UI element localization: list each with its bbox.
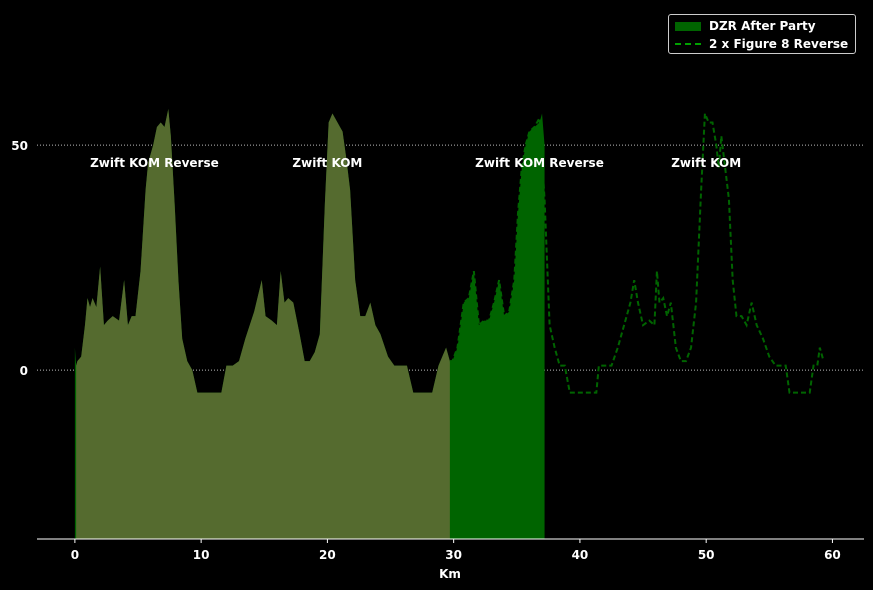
legend-label: DZR After Party (709, 19, 816, 33)
legend-item-dzr-after-party: DZR After Party (675, 17, 816, 35)
x-tick-label: 10 (193, 548, 210, 562)
x-axis-label: Km (439, 567, 461, 581)
segment-label: Zwift KOM (292, 156, 362, 170)
area-series (74, 109, 545, 539)
x-tick-label: 20 (319, 548, 336, 562)
x-tick-label: 30 (445, 548, 462, 562)
y-tick-label: 0 (20, 364, 28, 378)
line-figure-8-reverse (449, 113, 825, 394)
segment-labels: Zwift KOM Reverse Zwift KOM Zwift KOM Reve… (90, 156, 741, 170)
x-tick-label: 40 (572, 548, 589, 562)
x-tick-label: 0 (71, 548, 79, 562)
area-overlap (76, 109, 450, 539)
segment-label: Zwift KOM Reverse (475, 156, 604, 170)
legend-label: 2 x Figure 8 Reverse (709, 37, 849, 51)
x-tick-label: 50 (698, 548, 715, 562)
segment-label: Zwift KOM Reverse (90, 156, 219, 170)
x-tick-label: 60 (824, 548, 841, 562)
line-series (449, 113, 825, 394)
tick-labels: 0 10 20 30 40 50 60 0 50 (11, 139, 840, 562)
legend: DZR After Party 2 x Figure 8 Reverse (668, 14, 856, 54)
legend-swatch-dash (675, 43, 701, 45)
segment-label: Zwift KOM (671, 156, 741, 170)
y-tick-label: 50 (11, 139, 28, 153)
legend-swatch-fill (675, 21, 701, 31)
legend-item-figure-8-reverse: 2 x Figure 8 Reverse (675, 35, 848, 53)
